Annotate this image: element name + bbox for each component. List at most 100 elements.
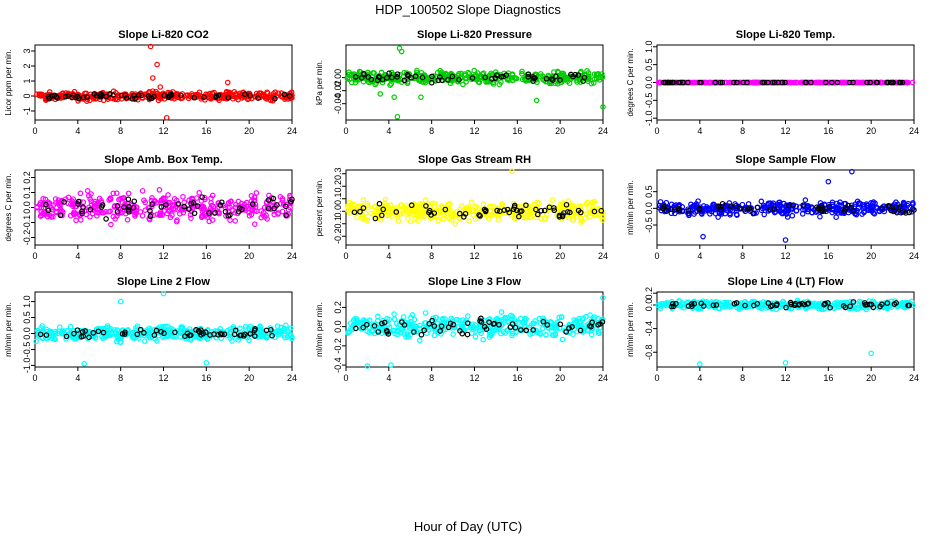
x-tick-label: 4 [697,251,702,261]
data-point [151,197,158,204]
data-point-black [728,203,734,210]
data-point-black [43,201,49,208]
data-point [213,207,219,213]
data-point [596,74,602,81]
data-point-black [401,77,408,84]
data-point-black [132,95,139,102]
x-tick-label: 16 [201,126,211,136]
data-point-black [201,94,207,101]
data-point-black [677,79,683,86]
data-point [519,76,526,83]
data-point [789,212,796,219]
data-point [116,196,122,203]
data-point [348,201,355,207]
data-point [113,190,120,196]
data-point [110,190,117,197]
data-point [599,71,605,77]
data-point-black [372,215,379,222]
x-tick-label: 20 [244,126,254,136]
outlier-point [81,361,88,367]
data-point-black [87,206,94,213]
data-point [841,79,848,86]
x-tick-label: 20 [555,126,565,136]
data-point-black [121,204,127,210]
panel-title: Slope Li-820 CO2 [118,29,208,41]
data-points [655,297,916,367]
data-point-black [580,78,586,84]
data-point-black [45,94,52,100]
data-point [96,195,103,202]
data-point [46,89,53,95]
data-point [710,201,717,208]
data-point-black [492,75,499,82]
data-point-black [138,92,145,99]
y-tick-label: 0.1 [22,186,32,199]
outlier-point [868,350,874,357]
data-point [169,212,175,218]
x-tick-label: 4 [386,373,391,383]
data-point-black [567,209,573,216]
data-point [39,323,45,329]
data-point-black [598,207,605,214]
x-tick-label: 0 [32,373,37,383]
data-point-black [386,70,392,77]
data-point [802,197,809,203]
outlier-point [149,75,156,81]
data-point-black [488,76,495,82]
data-point [544,211,550,218]
data-points [344,45,606,120]
data-point [734,212,740,218]
data-point [277,194,284,200]
data-point-black [418,331,425,338]
y-tick-label: 0.2 [333,301,343,314]
data-point-black [800,202,806,208]
data-point [202,194,208,201]
data-point-black [405,73,411,79]
data-point [752,79,758,86]
x-tick-label: 24 [598,373,608,383]
data-point [33,338,39,345]
y-tick-label: -0.1 [333,216,343,232]
data-point [858,79,865,86]
data-point-black [534,211,541,218]
data-point-black [754,204,761,211]
data-point-black [378,212,385,219]
outlier-point [509,168,515,175]
data-point [481,75,487,82]
data-point-black [376,200,383,207]
data-point-black [218,199,225,206]
data-point [463,205,470,211]
data-point-black [482,74,489,81]
data-point [178,95,184,102]
y-axis-label: kPa per min. [315,60,324,105]
x-tick-label: 24 [598,126,608,136]
data-point [50,202,57,208]
data-point-black [896,79,903,86]
data-point [595,212,602,218]
x-tick-label: 16 [823,373,833,383]
data-point [401,205,407,212]
data-point [251,221,258,227]
data-point [137,209,144,215]
data-point [476,79,483,86]
data-point-black [525,71,532,77]
panel-title: Slope Amb. Box Temp. [104,154,223,166]
data-points [656,168,917,243]
data-point [466,70,473,77]
x-tick-label: 4 [386,126,391,136]
data-point [869,203,875,210]
data-point [519,71,525,77]
data-point-black [222,208,229,215]
data-point [578,215,584,222]
data-point-black [412,73,419,80]
data-point-black [779,79,786,86]
data-point-black [188,200,194,207]
data-point [859,211,865,217]
data-point-black [818,208,824,214]
panel-3: Slope Li-820 Temp. 0 4 8 12 16 20 24 -1.0-0.5 0.0… [626,29,919,136]
data-point [170,202,177,209]
data-point-black [532,75,538,81]
data-point-black [670,79,677,86]
data-point-black [671,207,678,213]
data-point-black [698,79,704,86]
